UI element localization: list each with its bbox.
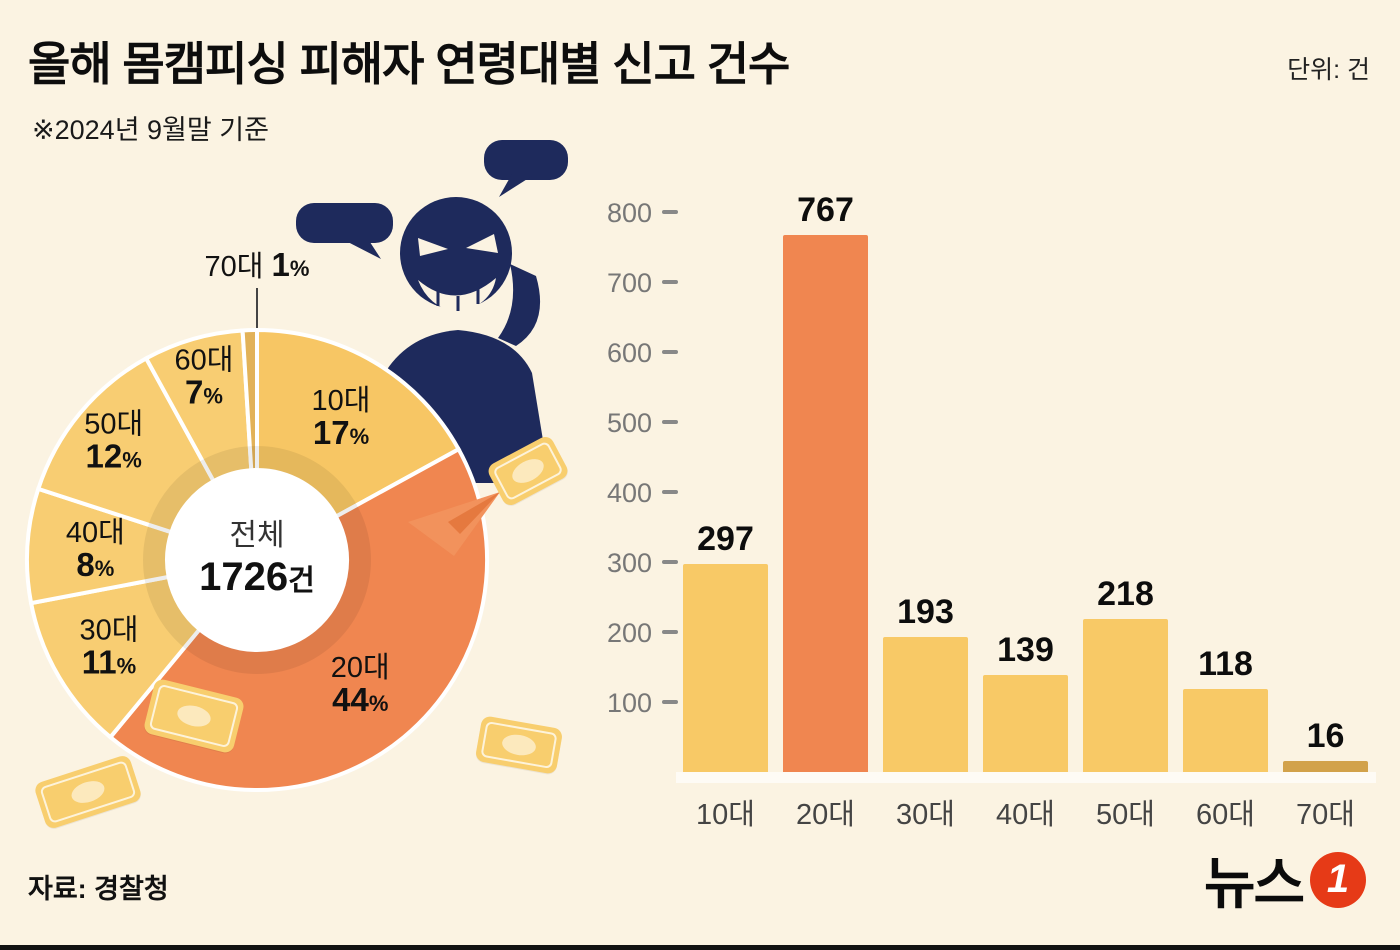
scammer-eye — [466, 234, 498, 253]
date-note: ※2024년 9월말 기준 — [32, 115, 269, 145]
x-axis-label: 70대 — [1296, 799, 1355, 831]
bar-series: 297 767 193 139 218 118 16 — [683, 185, 1368, 772]
bar-40대 — [983, 674, 1068, 772]
source-label: 자료: 경찰청 — [28, 874, 169, 904]
bar-20대 — [783, 235, 868, 772]
page-title: 올해 몸캠피싱 피해자 연령대별 신고 건수 — [28, 38, 790, 90]
x-axis-label: 40대 — [996, 799, 1055, 831]
bar-value-label: 218 — [1097, 575, 1154, 614]
x-axis-labels: 10대 20대 30대 40대 50대 60대 70대 — [683, 791, 1368, 833]
unit-label: 단위: 건 — [1287, 56, 1370, 84]
news1-logo-text: 뉴스 — [1203, 852, 1305, 915]
speech-bubble-tail — [342, 236, 381, 259]
y-axis-tick-mark — [662, 560, 678, 564]
x-axis-label: 20대 — [796, 799, 855, 831]
news1-logo: 뉴스 1 — [1204, 839, 1366, 920]
y-axis-tick-mark — [662, 630, 678, 634]
y-axis-tick: 800 — [606, 198, 652, 228]
x-axis-baseline — [676, 772, 1376, 783]
bar-column: 139 — [983, 631, 1068, 772]
bar-column: 767 — [783, 191, 868, 772]
donut-label-30대: 30대 11% — [79, 614, 138, 681]
bar-value-label: 139 — [997, 630, 1054, 669]
y-axis-tick-mark — [662, 420, 678, 424]
scammer-eye — [418, 238, 448, 256]
bar-chart: 297 767 193 139 218 118 16 10대 20대 30대 40대 50대 60대 7… — [600, 185, 1390, 833]
bar-10대 — [683, 564, 768, 772]
y-axis-tick: 100 — [606, 688, 652, 718]
flying-money-icon — [408, 492, 500, 556]
donut-label-20대: 20대 44% — [331, 651, 390, 718]
y-axis-tick: 700 — [606, 268, 652, 298]
y-axis-tick: 300 — [606, 548, 652, 578]
bar-column: 118 — [1183, 645, 1268, 772]
speech-bubble-icon — [296, 203, 393, 243]
scammer-head — [400, 197, 512, 309]
speech-bubble-icon — [484, 140, 568, 180]
bar-column: 297 — [683, 520, 768, 772]
x-axis-label: 50대 — [1096, 799, 1155, 831]
y-axis-tick: 600 — [606, 338, 652, 368]
x-axis-label: 60대 — [1196, 799, 1255, 831]
bar-30대 — [883, 636, 968, 772]
donut-center-label: 전체 — [229, 519, 284, 552]
bar-column: 193 — [883, 593, 968, 772]
y-axis-tick-mark — [662, 280, 678, 284]
donut-label-70대: 70대 1% — [205, 250, 310, 283]
donut-label-60대: 60대 7% — [175, 344, 234, 411]
scammer-arm-with-phone — [498, 264, 541, 346]
bar-value-label: 118 — [1198, 645, 1253, 684]
donut-center-value: 1726건 — [199, 555, 315, 599]
speech-bubble-tail — [499, 174, 532, 197]
y-axis-tick: 400 — [606, 478, 652, 508]
bar-70대 — [1283, 760, 1368, 772]
donut-center — [167, 470, 347, 650]
bottom-border-bar — [0, 945, 1400, 950]
scammer-illustration — [296, 140, 568, 483]
donut-label-40대: 40대 8% — [66, 516, 125, 583]
y-axis-tick: 200 — [606, 618, 652, 648]
bar-value-label: 193 — [897, 592, 954, 631]
bar-50대 — [1083, 619, 1168, 772]
grin-teeth-lines — [436, 288, 480, 311]
y-axis-tick-mark — [662, 210, 678, 214]
donut-inner-shadow — [143, 446, 371, 674]
bar-60대 — [1183, 689, 1268, 772]
x-axis-label: 30대 — [896, 799, 955, 831]
donut-label-10대: 10대 17% — [312, 384, 371, 451]
y-axis-tick-mark — [662, 350, 678, 354]
donut-label-50대: 50대 12% — [84, 407, 143, 474]
news1-logo-badge: 1 — [1310, 851, 1366, 908]
y-axis-tick-mark — [662, 700, 678, 704]
y-axis-tick-mark — [662, 490, 678, 494]
bar-value-label: 16 — [1306, 716, 1345, 755]
bar-value-label: 297 — [697, 520, 754, 559]
x-axis-label: 10대 — [696, 799, 755, 831]
bar-column: 218 — [1083, 575, 1168, 772]
bar-value-label: 767 — [797, 191, 854, 230]
bar-column: 16 — [1283, 717, 1368, 772]
y-axis-tick: 500 — [606, 408, 652, 438]
